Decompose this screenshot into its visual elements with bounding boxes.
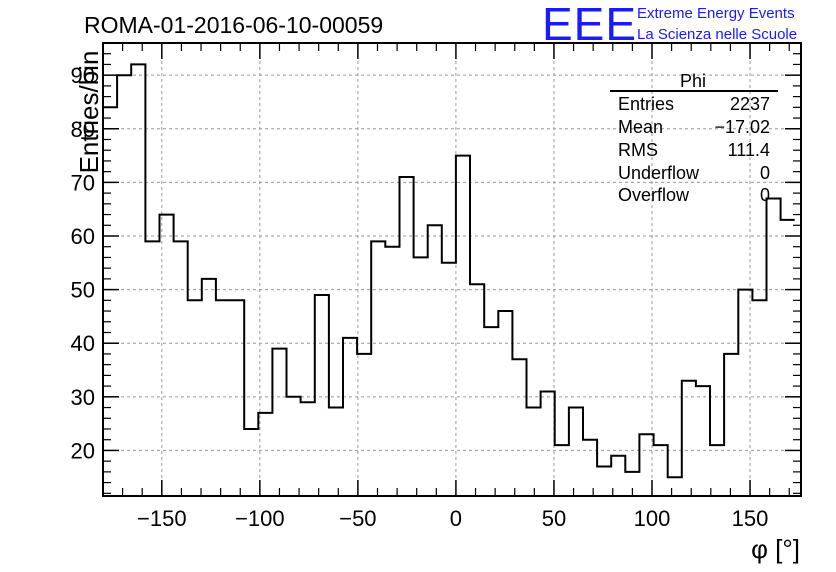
stats-label-entries: Entries	[618, 94, 674, 114]
x-tick-label: 100	[634, 506, 671, 531]
y-axis-label: Entries/bin	[74, 51, 104, 174]
stats-value-rms: 111.4	[728, 140, 770, 160]
y-tick-label: 50	[71, 278, 95, 303]
chart-title: ROMA-01-2016-06-10-00059	[84, 12, 383, 38]
stats-label-mean: Mean	[618, 117, 663, 137]
x-tick-label: 150	[732, 506, 769, 531]
x-tick-label: 50	[542, 506, 566, 531]
logo-mark: EEE	[542, 0, 637, 50]
stats-value-underflow: 0	[760, 163, 770, 183]
x-tick-label: 0	[450, 506, 462, 531]
eee-logo: EEE Extreme Energy Events La Scienza nel…	[542, 0, 797, 50]
x-tick-labels: −150 −100 −50 0 50 100 150	[137, 506, 768, 531]
axis-ticks	[103, 42, 801, 496]
y-tick-label: 60	[71, 224, 95, 249]
stats-label-overflow: Overflow	[618, 185, 690, 205]
y-tick-label: 70	[71, 170, 95, 195]
stats-value-overflow: 0	[760, 185, 770, 205]
x-tick-label: −50	[339, 506, 376, 531]
y-tick-label: 90	[71, 63, 95, 88]
stats-value-mean: −17.02	[714, 117, 770, 137]
x-tick-label: −100	[235, 506, 285, 531]
y-tick-label: 20	[71, 438, 95, 463]
stats-title: Phi	[680, 71, 706, 91]
y-tick-label: 40	[71, 331, 95, 356]
stats-label-rms: RMS	[618, 140, 658, 160]
y-tick-label: 80	[71, 117, 95, 142]
y-tick-label: 30	[71, 385, 95, 410]
logo-line-1: Extreme Energy Events	[637, 5, 795, 22]
stats-value-entries: 2237	[730, 94, 770, 114]
y-tick-labels: 20 30 40 50 60 70 80 90	[71, 63, 95, 463]
histogram-line	[103, 63, 795, 479]
logo-line-2: La Scienza nelle Scuole	[637, 26, 797, 43]
x-axis-label: φ [°]	[751, 534, 800, 564]
stats-label-underflow: Underflow	[618, 163, 700, 183]
x-tick-label: −150	[137, 506, 187, 531]
stats-box: Phi Entries 2237 Mean −17.02 RMS 111.4 U…	[610, 71, 778, 205]
grid-lines	[103, 43, 801, 496]
plot-frame	[102, 42, 802, 497]
